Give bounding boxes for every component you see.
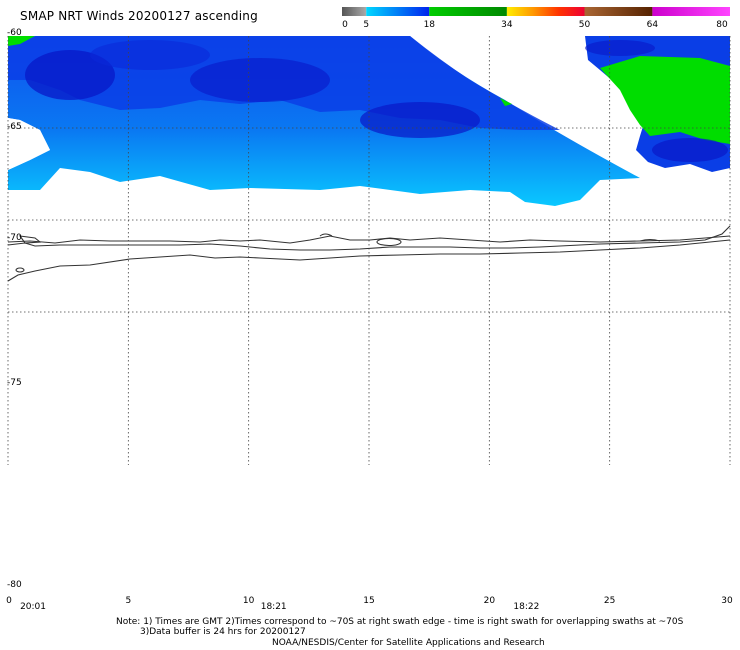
colorbar-segment — [366, 7, 430, 16]
colorbar-segment — [652, 7, 730, 16]
latitude-label: -65 — [7, 122, 22, 132]
colorbar-segment — [342, 7, 367, 16]
wind-map — [7, 36, 731, 465]
swath-time-label: 18:22 — [513, 602, 540, 612]
longitude-label: 25 — [603, 596, 616, 606]
colorbar-tick-label: 34 — [501, 20, 513, 30]
latitude-label: -80 — [7, 580, 22, 590]
wind-speed-colorbar — [342, 7, 730, 16]
wind-swath-right — [585, 36, 730, 172]
antarctic-coastline — [7, 225, 731, 282]
note-line-3: NOAA/NESDIS/Center for Satellite Applica… — [272, 638, 545, 648]
longitude-label: 5 — [125, 596, 132, 606]
latitude-label: -60 — [7, 28, 22, 38]
swath-time-label: 20:01 — [20, 602, 46, 612]
wind-swath-main — [8, 36, 640, 206]
colorbar-ticks: 0 5 18 34 50 64 80 — [342, 20, 730, 32]
latitude-label: -70 — [7, 233, 22, 243]
colorbar-tick-label: 5 — [363, 20, 370, 30]
colorbar-tick-label: 80 — [716, 20, 728, 30]
colorbar-tick-label: 18 — [423, 20, 436, 30]
map-title: SMAP NRT Winds 20200127 ascending — [20, 9, 258, 23]
colorbar-tick-label: 64 — [646, 20, 659, 30]
longitude-label: 10 — [242, 596, 255, 606]
graticule-grid — [7, 36, 731, 465]
note-line-2: 3)Data buffer is 24 hrs for 20200127 — [140, 627, 306, 637]
colorbar-tick-label: 0 — [342, 20, 348, 30]
longitude-label: 30 — [721, 596, 733, 606]
colorbar-segment — [584, 7, 653, 16]
colorbar-segment — [506, 7, 585, 16]
colorbar-tick-label: 50 — [578, 20, 591, 30]
longitude-label: 0 — [6, 596, 12, 606]
longitude-label: 20 — [483, 596, 496, 606]
swath-time-label: 18:21 — [260, 602, 287, 612]
note-line-1: Note: 1) Times are GMT 2)Times correspon… — [116, 617, 684, 627]
colorbar-segment — [429, 7, 507, 16]
latitude-label: -75 — [7, 378, 22, 388]
longitude-label: 15 — [363, 596, 375, 606]
